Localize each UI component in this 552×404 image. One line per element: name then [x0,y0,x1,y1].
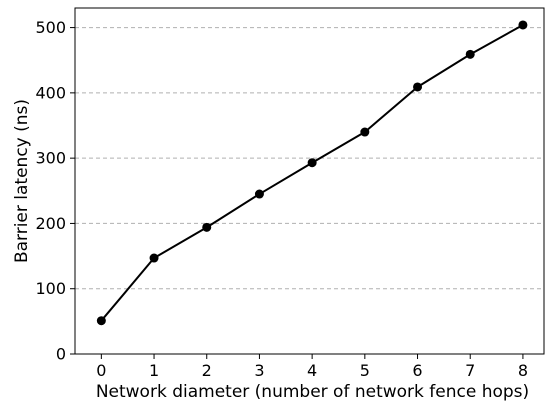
x-tick-label: 1 [149,361,159,380]
x-tick-label: 0 [96,361,106,380]
y-tick-label: 100 [35,279,66,298]
x-tick-label: 5 [360,361,370,380]
plot-frame [74,7,545,355]
data-point [307,158,317,168]
data-point [254,189,264,199]
y-axis-ticks: 0 100 200 300 400 500 [35,18,75,364]
x-tick-label: 2 [202,361,212,380]
series-layer [96,20,528,326]
y-tick-label: 400 [35,83,66,102]
y-tick-label: 300 [35,149,66,168]
data-point [465,49,475,59]
x-tick-label: 4 [307,361,317,380]
x-tick-label: 3 [254,361,264,380]
data-point [413,82,423,92]
y-axis-label: Barrier latency (ns) [12,99,32,263]
x-tick-label: 8 [518,361,528,380]
y-tick-label: 200 [35,214,66,233]
data-point [518,20,528,30]
x-axis-label: Network diameter (number of network fenc… [96,382,529,402]
data-point [360,127,370,137]
x-axis-ticks: 0 1 2 3 4 5 6 7 8 [96,354,528,380]
y-tick-label: 500 [35,18,66,37]
data-point [96,316,106,326]
grid-lines [75,27,544,290]
x-tick-label: 6 [412,361,422,380]
x-tick-label: 7 [465,361,475,380]
series-line [100,24,524,322]
data-point [149,253,159,263]
data-point [202,222,212,232]
y-tick-label: 0 [56,345,66,364]
